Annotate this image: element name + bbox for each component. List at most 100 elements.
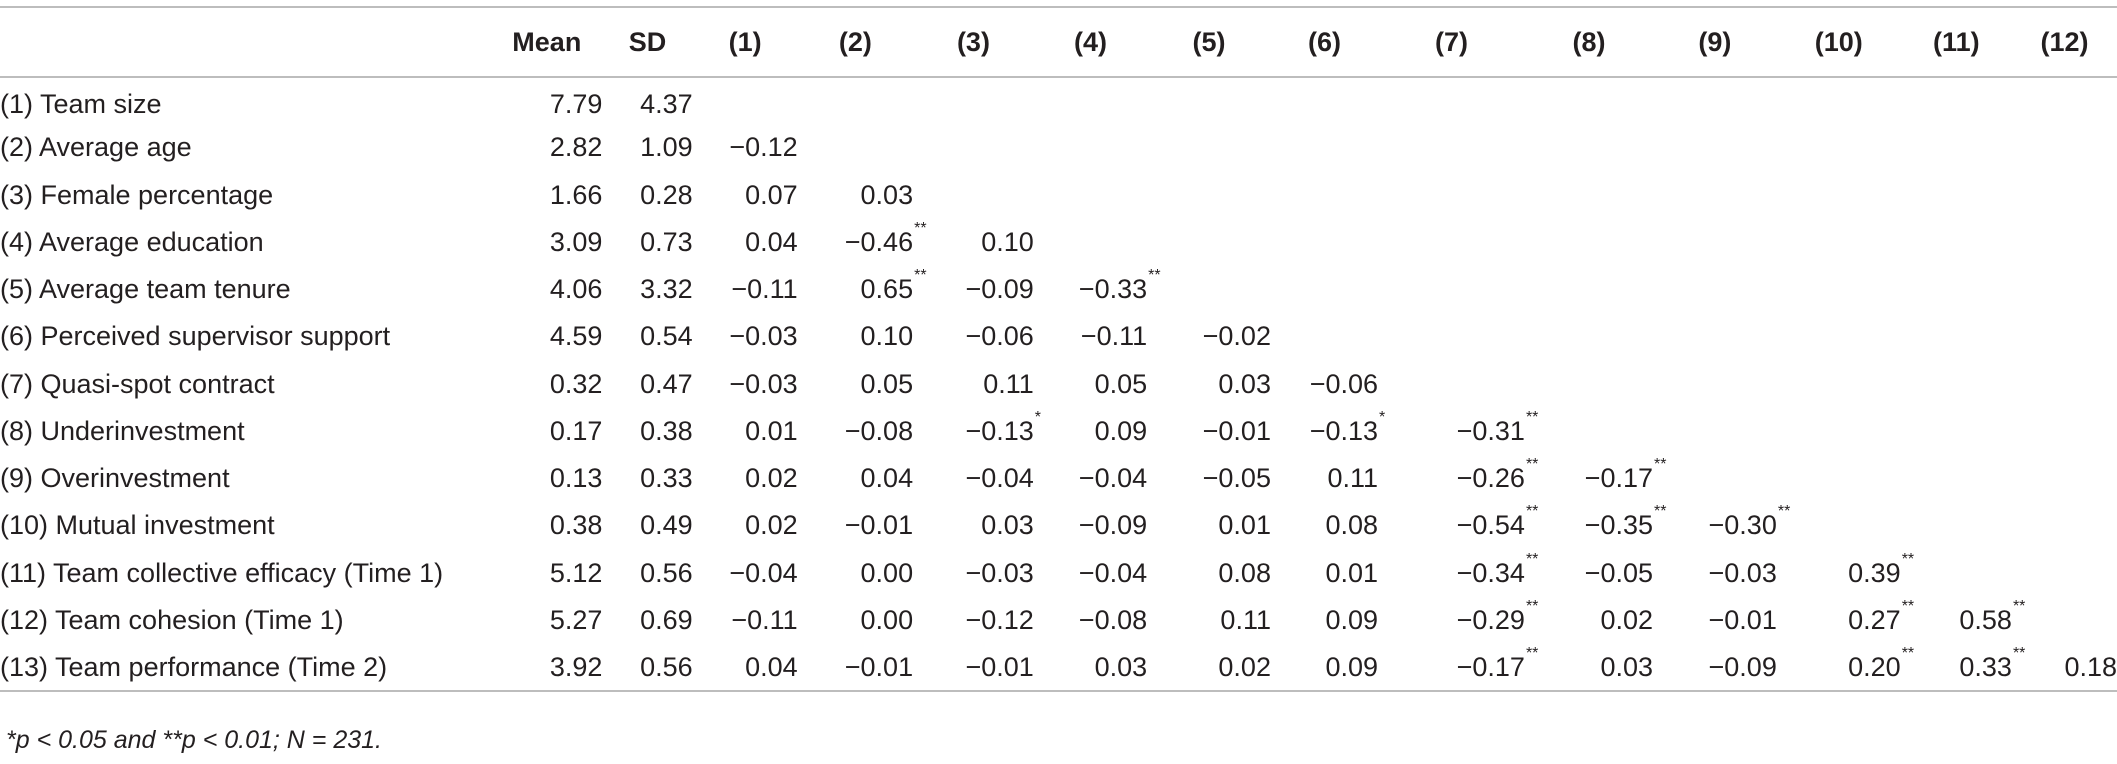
correlation-value: 0.02: [745, 463, 798, 494]
correlation-value: −0.03: [1708, 557, 1777, 588]
table-row: (9) Overinvestment 0.13 0.33 0.02 0.04 −0.04 −…: [0, 455, 2117, 502]
mean-cell: 2.82: [549, 132, 603, 163]
table-header-row: Mean SD (1) (2) (3) (4) (5) (6) (7) (8) (9) (10) (11…: [0, 6, 2117, 78]
correlation-cell: [1777, 313, 1901, 360]
correlation-cell: [1653, 408, 1777, 455]
variable-label: (4) Average education: [0, 226, 264, 257]
correlation-cell: [1777, 455, 1901, 502]
correlation-cell: [1525, 124, 1653, 171]
column-header: (7): [1378, 6, 1525, 78]
mean-cell: 7.79: [549, 88, 603, 119]
correlation-cell: [1525, 313, 1653, 360]
mean-cell: 5.27: [549, 604, 603, 635]
correlation-cell: 0.18**: [2011, 644, 2117, 693]
mean-cell: 3.09: [549, 226, 603, 257]
correlation-cell: −0.05: [1147, 455, 1271, 502]
sd-cell: 0.73: [640, 226, 693, 257]
correlation-cell: −0.06: [1271, 361, 1378, 408]
correlation-cell: 0.04: [798, 455, 914, 502]
correlation-cell: −0.05: [1525, 550, 1653, 597]
correlation-value: −0.17: [1456, 651, 1525, 682]
correlation-cell: 0.10: [913, 219, 1034, 266]
mean-cell: 0.17: [549, 415, 603, 446]
table-row: (7) Quasi-spot contract 0.32 0.47 −0.03 0.05…: [0, 361, 2117, 408]
correlation-cell: 0.09: [1270, 644, 1379, 693]
correlation-cell: [1901, 502, 2012, 549]
correlation-cell: 0.39 **: [1848, 550, 1915, 588]
mean-cell: 5.12: [549, 557, 603, 588]
correlation-value: 0.08: [1325, 510, 1379, 541]
correlation-cell: −0.04: [1034, 550, 1147, 597]
correlation-cell: −0.03: [1653, 550, 1777, 597]
correlation-cell: 0.08: [1147, 550, 1271, 597]
sd-cell: 0.28: [640, 179, 693, 210]
correlation-value: −0.04: [729, 557, 798, 588]
correlation-cell: −0.26 **: [1456, 456, 1539, 494]
correlation-cell: [1901, 172, 2012, 219]
correlation-cell: −0.01: [1147, 408, 1271, 455]
correlation-cell: [1901, 77, 2012, 124]
correlation-value: 0.10: [981, 226, 1034, 257]
correlation-cell: 0.11: [1147, 597, 1271, 644]
correlation-cell: 0.08: [1271, 502, 1378, 549]
correlation-cell: [913, 124, 1034, 171]
correlation-value: 0.11: [1327, 463, 1379, 494]
correlation-cell: 0.11: [1271, 455, 1378, 502]
table-body: (1) Team size 7.79 4.37 (2) Average age 2.82…: [0, 77, 2117, 693]
correlation-cell: 0.03: [913, 502, 1034, 549]
correlation-cell: 0.07: [693, 172, 798, 219]
correlation-value: 0.04: [860, 463, 914, 494]
correlation-value: 0.09: [1325, 604, 1379, 635]
correlation-cell: [2012, 313, 2117, 360]
correlation-cell: 0.02: [1147, 644, 1271, 693]
correlation-cell: [1777, 124, 1901, 171]
correlation-value: −0.30: [1708, 510, 1777, 541]
correlation-value: −0.31: [1456, 415, 1525, 446]
correlation-cell: [2012, 361, 2117, 408]
correlation-value: −0.01: [844, 510, 914, 541]
correlation-cell: 0.11: [913, 361, 1034, 408]
variable-label: (6) Perceived supervisor support: [0, 321, 391, 352]
correlation-value: 0.08: [1218, 557, 1271, 588]
correlation-cell: −0.29 **: [1456, 597, 1539, 635]
correlation-value: −0.05: [1584, 557, 1653, 588]
correlation-value: −0.03: [729, 321, 798, 352]
table-row: (5) Average team tenure 4.06 3.32 −0.11 0.65…: [0, 266, 2117, 313]
correlation-cell: −0.02: [1147, 313, 1271, 360]
column-header: (5): [1147, 6, 1271, 78]
column-header: SD: [602, 6, 693, 78]
correlation-cell: −0.04: [913, 455, 1033, 502]
mean-cell: 0.38: [549, 510, 603, 541]
column-header: (11): [1900, 6, 2012, 78]
correlation-cell: [1777, 77, 1901, 124]
variable-label: (8) Underinvestment: [0, 415, 245, 446]
sd-cell: 3.32: [640, 274, 693, 305]
correlation-value: −0.46: [844, 226, 914, 257]
correlation-value: 0.27: [1848, 604, 1901, 635]
correlation-value: −0.34: [1456, 557, 1525, 588]
correlation-cell: [1147, 77, 1271, 124]
correlation-cell: [1034, 124, 1147, 171]
correlation-cell: −0.35 **: [1584, 503, 1667, 541]
correlation-cell: [1653, 124, 1777, 171]
correlation-cell: −0.01: [797, 644, 914, 693]
correlation-value: −0.17: [1584, 463, 1653, 494]
correlation-cell: [1901, 313, 2012, 360]
correlation-value: 0.04: [745, 226, 798, 257]
correlation-value: −0.03: [965, 557, 1034, 588]
correlation-value: 0.11: [983, 368, 1034, 399]
correlation-cell: [2012, 172, 2117, 219]
correlation-value: −0.29: [1456, 604, 1525, 635]
correlation-cell: 0.03: [1033, 644, 1148, 693]
correlation-cell: −0.01: [1653, 597, 1777, 644]
correlation-value: 0.03: [981, 510, 1034, 541]
correlation-cell: [2012, 455, 2117, 502]
column-header: (6): [1270, 6, 1379, 78]
correlation-cell: [1777, 266, 1901, 313]
correlation-cell: [1777, 219, 1901, 266]
variable-label: (9) Overinvestment: [0, 463, 230, 494]
correlation-value: 0.05: [1094, 368, 1148, 399]
correlation-cell: [2012, 502, 2117, 549]
correlation-cell: −0.11: [693, 597, 797, 644]
